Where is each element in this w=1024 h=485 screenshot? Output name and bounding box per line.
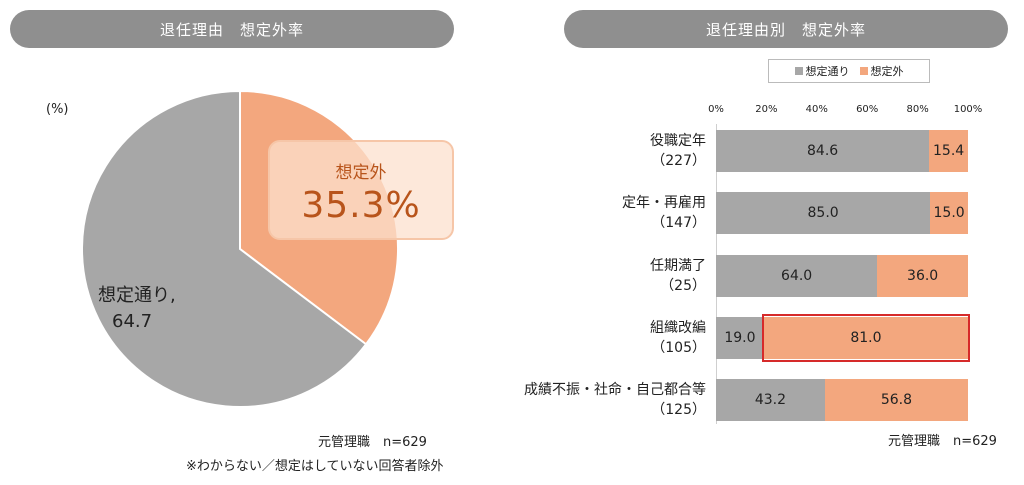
bar-segment-unexpected: 56.8 (824, 379, 968, 421)
bar-segment-expected: 85.0 (716, 192, 931, 234)
bar-segment-expected: 84.6 (716, 130, 930, 172)
category-count: （105） (651, 340, 706, 356)
legend: 想定通り 想定外 (768, 59, 930, 83)
legend-swatch-expected (794, 67, 803, 75)
category-name: 役職定年 (650, 133, 706, 149)
left-sample-note: 元管理職 n=629 (318, 435, 427, 450)
expected-slice-label-value: 64.7 (112, 311, 153, 332)
unit-label: (%) (46, 102, 69, 117)
category-label: 組織改編 （105） (470, 318, 706, 358)
category-label: 定年・再雇用 （147） (470, 193, 706, 233)
legend-item-expected: 想定通り (794, 63, 850, 79)
bar-segment-unexpected: 81.0 (763, 317, 968, 359)
category-count: （125） (651, 402, 706, 418)
highlight-box (761, 314, 970, 362)
legend-item-unexpected: 想定外 (859, 63, 904, 79)
category-label: 役職定年 （227） (470, 131, 706, 171)
bar-segment-unexpected: 15.4 (929, 130, 968, 172)
right-chart-title: 退任理由別 想定外率 (564, 10, 1008, 48)
legend-label-expected: 想定通り (805, 65, 850, 78)
category-label: 成績不振・社命・自己都合等 （125） (470, 380, 706, 420)
category-count: （147） (651, 215, 706, 231)
bar-segment-unexpected: 36.0 (877, 255, 968, 297)
bar-segment-unexpected: 15.0 (930, 192, 968, 234)
bar-segment-expected: 64.0 (716, 255, 878, 297)
x-tick-label: 60% (856, 104, 879, 115)
x-tick-label: 80% (906, 104, 929, 115)
left-chart-title: 退任理由 想定外率 (10, 10, 454, 48)
bar-segment-expected: 43.2 (716, 379, 825, 421)
category-name: 定年・再雇用 (622, 195, 706, 211)
x-tick-label: 100% (953, 104, 983, 115)
expected-slice-label: 想定通り, 64.7 (98, 283, 176, 335)
pie-slices (81, 89, 399, 408)
category-count: （25） (660, 278, 706, 294)
unexpected-callout: 想定外 35.3% (268, 140, 454, 240)
category-name: 成績不振・社命・自己都合等 (524, 382, 706, 398)
pie-chart (81, 89, 399, 408)
legend-label-unexpected: 想定外 (870, 65, 904, 78)
x-tick-label: 20% (755, 104, 778, 115)
callout-value: 35.3% (301, 185, 421, 226)
category-label: 任期満了 （25） (470, 256, 706, 296)
callout-label: 想定外 (335, 163, 387, 183)
category-name: 任期満了 (650, 258, 706, 274)
pie-slice-expected (81, 89, 368, 408)
right-sample-note: 元管理職 n=629 (888, 434, 997, 449)
category-name: 組織改編 (650, 320, 706, 336)
x-tick-label: 40% (805, 104, 828, 115)
category-count: （227） (651, 153, 706, 169)
expected-slice-label-name: 想定通り, (98, 285, 176, 306)
legend-swatch-unexpected (859, 67, 868, 75)
bar-segment-expected: 19.0 (716, 317, 764, 359)
left-exclusion-note: ※わからない／想定はしていない回答者除外 (186, 459, 444, 474)
x-tick-label: 0% (708, 104, 724, 115)
